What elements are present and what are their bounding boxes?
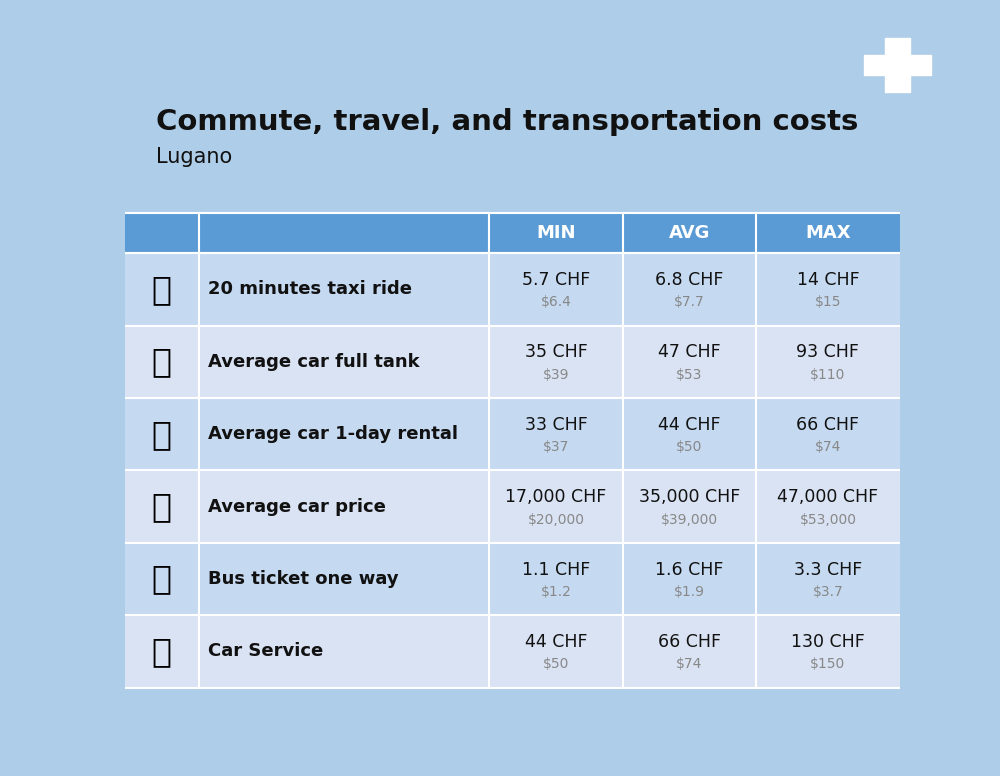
Text: 66 CHF: 66 CHF [658,633,721,651]
Text: $15: $15 [815,296,841,310]
Text: 47,000 CHF: 47,000 CHF [777,488,878,506]
Text: $110: $110 [810,368,846,382]
Text: 47 CHF: 47 CHF [658,344,721,362]
Text: 6.8 CHF: 6.8 CHF [655,271,723,289]
Text: 🔧: 🔧 [152,635,172,668]
Text: 44 CHF: 44 CHF [658,416,720,434]
Text: $1.2: $1.2 [540,585,571,599]
FancyBboxPatch shape [125,213,900,253]
Bar [885,38,910,92]
Text: $6.4: $6.4 [540,296,571,310]
Text: Average car full tank: Average car full tank [208,353,420,371]
Text: Car Service: Car Service [208,643,323,660]
Text: 🚙: 🚙 [152,417,172,451]
Text: 66 CHF: 66 CHF [796,416,859,434]
Text: 14 CHF: 14 CHF [797,271,859,289]
Text: Commute, travel, and transportation costs: Commute, travel, and transportation cost… [156,108,858,136]
Text: $7.7: $7.7 [674,296,705,310]
FancyBboxPatch shape [125,615,900,688]
Text: MIN: MIN [536,224,576,242]
Text: 44 CHF: 44 CHF [525,633,587,651]
Text: 3.3 CHF: 3.3 CHF [794,560,862,579]
FancyBboxPatch shape [125,326,900,398]
Text: 33 CHF: 33 CHF [525,416,587,434]
Text: $53,000: $53,000 [799,513,856,527]
Text: 1.1 CHF: 1.1 CHF [522,560,590,579]
Text: $74: $74 [676,657,702,671]
Text: $39,000: $39,000 [661,513,718,527]
FancyBboxPatch shape [125,543,900,615]
Text: 5.7 CHF: 5.7 CHF [522,271,590,289]
FancyBboxPatch shape [125,253,900,326]
Text: $74: $74 [815,440,841,454]
Text: 35 CHF: 35 CHF [525,344,587,362]
Text: 🚗: 🚗 [152,490,172,523]
Text: Average car 1-day rental: Average car 1-day rental [208,425,458,443]
Text: MAX: MAX [805,224,851,242]
Text: $150: $150 [810,657,846,671]
Text: $39: $39 [543,368,569,382]
Text: $50: $50 [676,440,702,454]
Text: $53: $53 [676,368,702,382]
Text: $3.7: $3.7 [813,585,843,599]
Text: AVG: AVG [669,224,710,242]
Text: $37: $37 [543,440,569,454]
Text: 130 CHF: 130 CHF [791,633,865,651]
Text: 1.6 CHF: 1.6 CHF [655,560,723,579]
Text: 🚌: 🚌 [152,563,172,595]
Text: 🚕: 🚕 [152,273,172,306]
Text: 17,000 CHF: 17,000 CHF [505,488,607,506]
Text: 20 minutes taxi ride: 20 minutes taxi ride [208,280,412,299]
Text: ⛽: ⛽ [152,345,172,379]
FancyBboxPatch shape [125,470,900,543]
Text: Lugano: Lugano [156,147,232,167]
Text: $20,000: $20,000 [527,513,584,527]
Text: Bus ticket one way: Bus ticket one way [208,570,399,588]
FancyBboxPatch shape [125,398,900,470]
Text: 93 CHF: 93 CHF [796,344,859,362]
Bar [864,55,931,75]
Text: $1.9: $1.9 [674,585,705,599]
Text: Average car price: Average car price [208,497,386,516]
Text: $50: $50 [543,657,569,671]
Text: 35,000 CHF: 35,000 CHF [639,488,740,506]
